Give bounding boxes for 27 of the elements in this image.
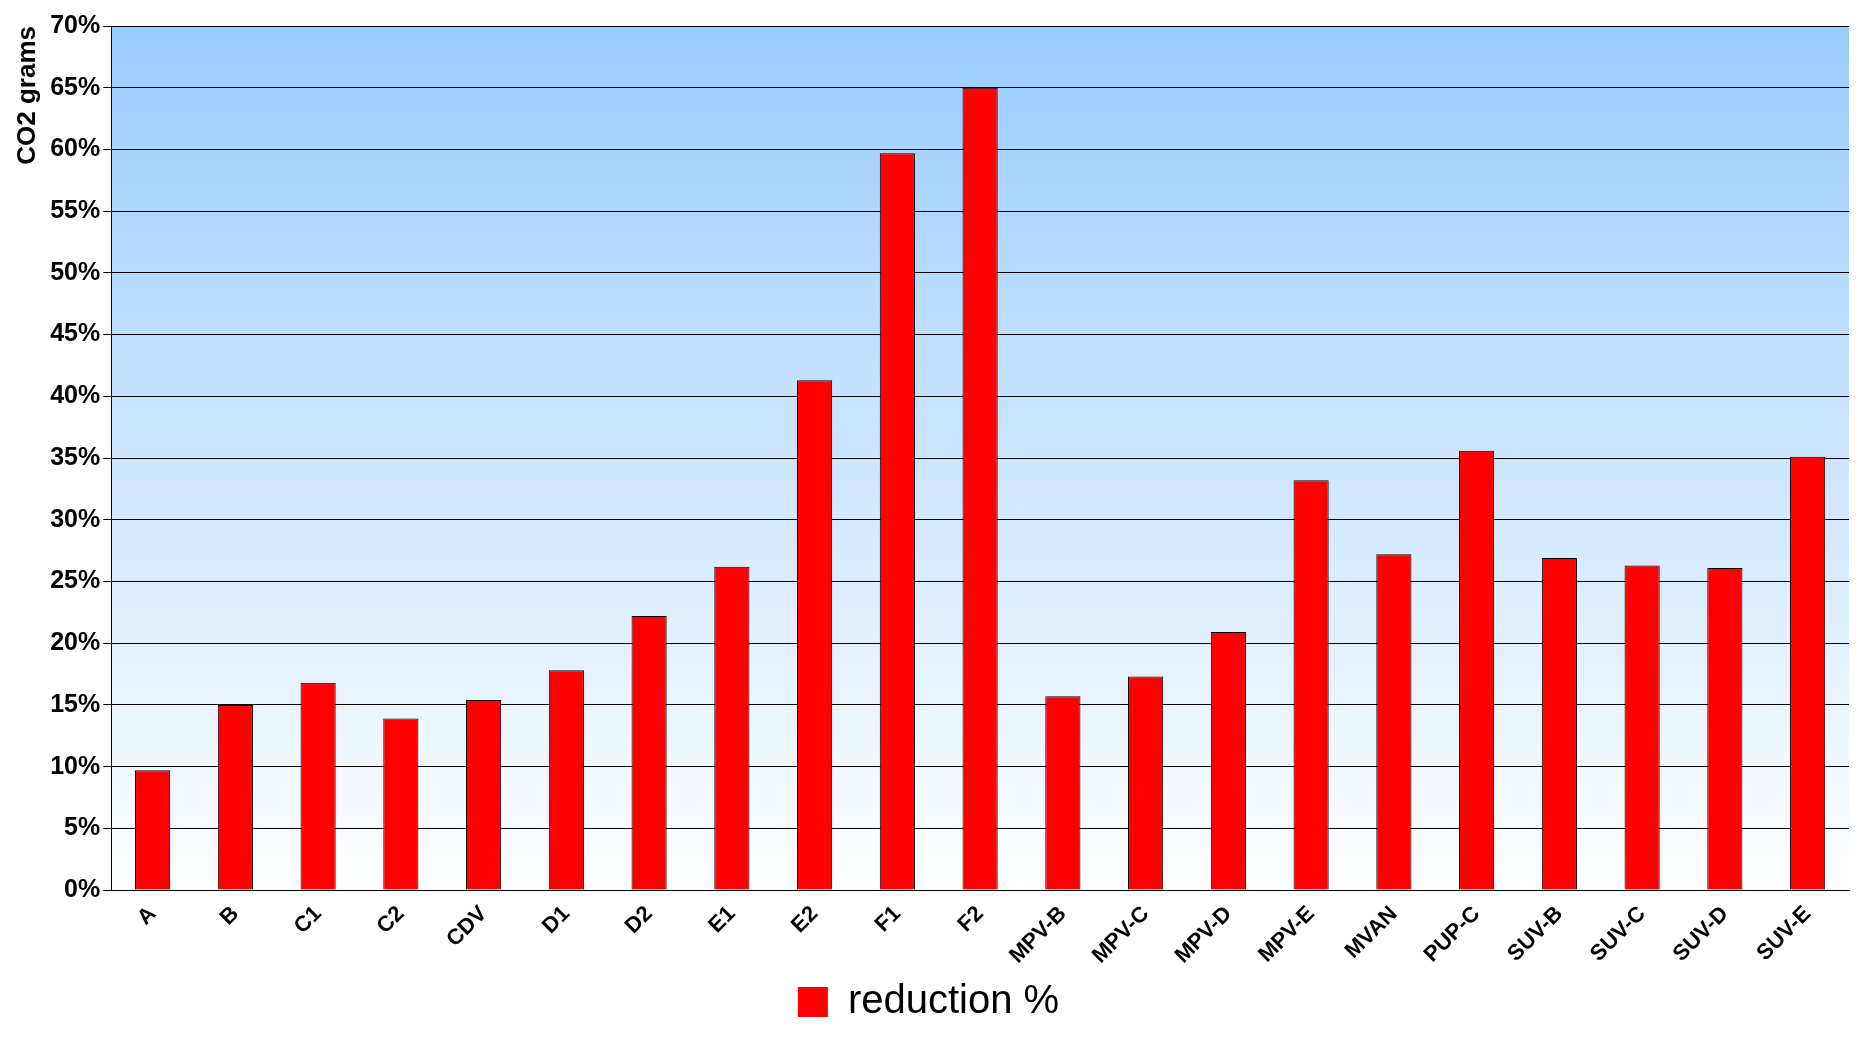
x-tick-label: F1 <box>869 900 906 937</box>
y-tick-label: 65% <box>50 71 101 100</box>
y-tick-label: 70% <box>50 9 101 38</box>
x-tick-label: C2 <box>371 900 409 939</box>
y-tick-label: 25% <box>50 565 101 594</box>
y-tick-label: 0% <box>64 873 101 902</box>
x-tick-label: E2 <box>785 900 823 938</box>
y-tick-label: 20% <box>50 627 101 656</box>
x-tick-label: B <box>214 900 244 930</box>
x-tick-label: E1 <box>702 900 740 938</box>
y-tick-label: 60% <box>50 133 101 162</box>
y-tick-label: 50% <box>50 256 101 285</box>
y-tick-label: 15% <box>50 688 101 717</box>
x-tick-label: F2 <box>952 900 988 937</box>
x-tick-label: D2 <box>619 900 657 939</box>
x-tick-label: D1 <box>536 900 575 939</box>
y-tick-label: 10% <box>50 750 101 779</box>
y-tick-label: 45% <box>50 318 101 347</box>
legend-label: reduction % <box>847 977 1060 1022</box>
y-tick-label: 30% <box>50 503 101 532</box>
y-axis-title: CO2 grams <box>10 26 41 165</box>
x-tick-label: A <box>131 900 161 930</box>
x-tick-label: C1 <box>288 900 326 939</box>
y-tick-label: 40% <box>50 380 101 409</box>
y-tick-label: 55% <box>50 195 101 224</box>
y-tick-label: 35% <box>50 441 101 470</box>
y-tick-label: 5% <box>64 812 101 841</box>
